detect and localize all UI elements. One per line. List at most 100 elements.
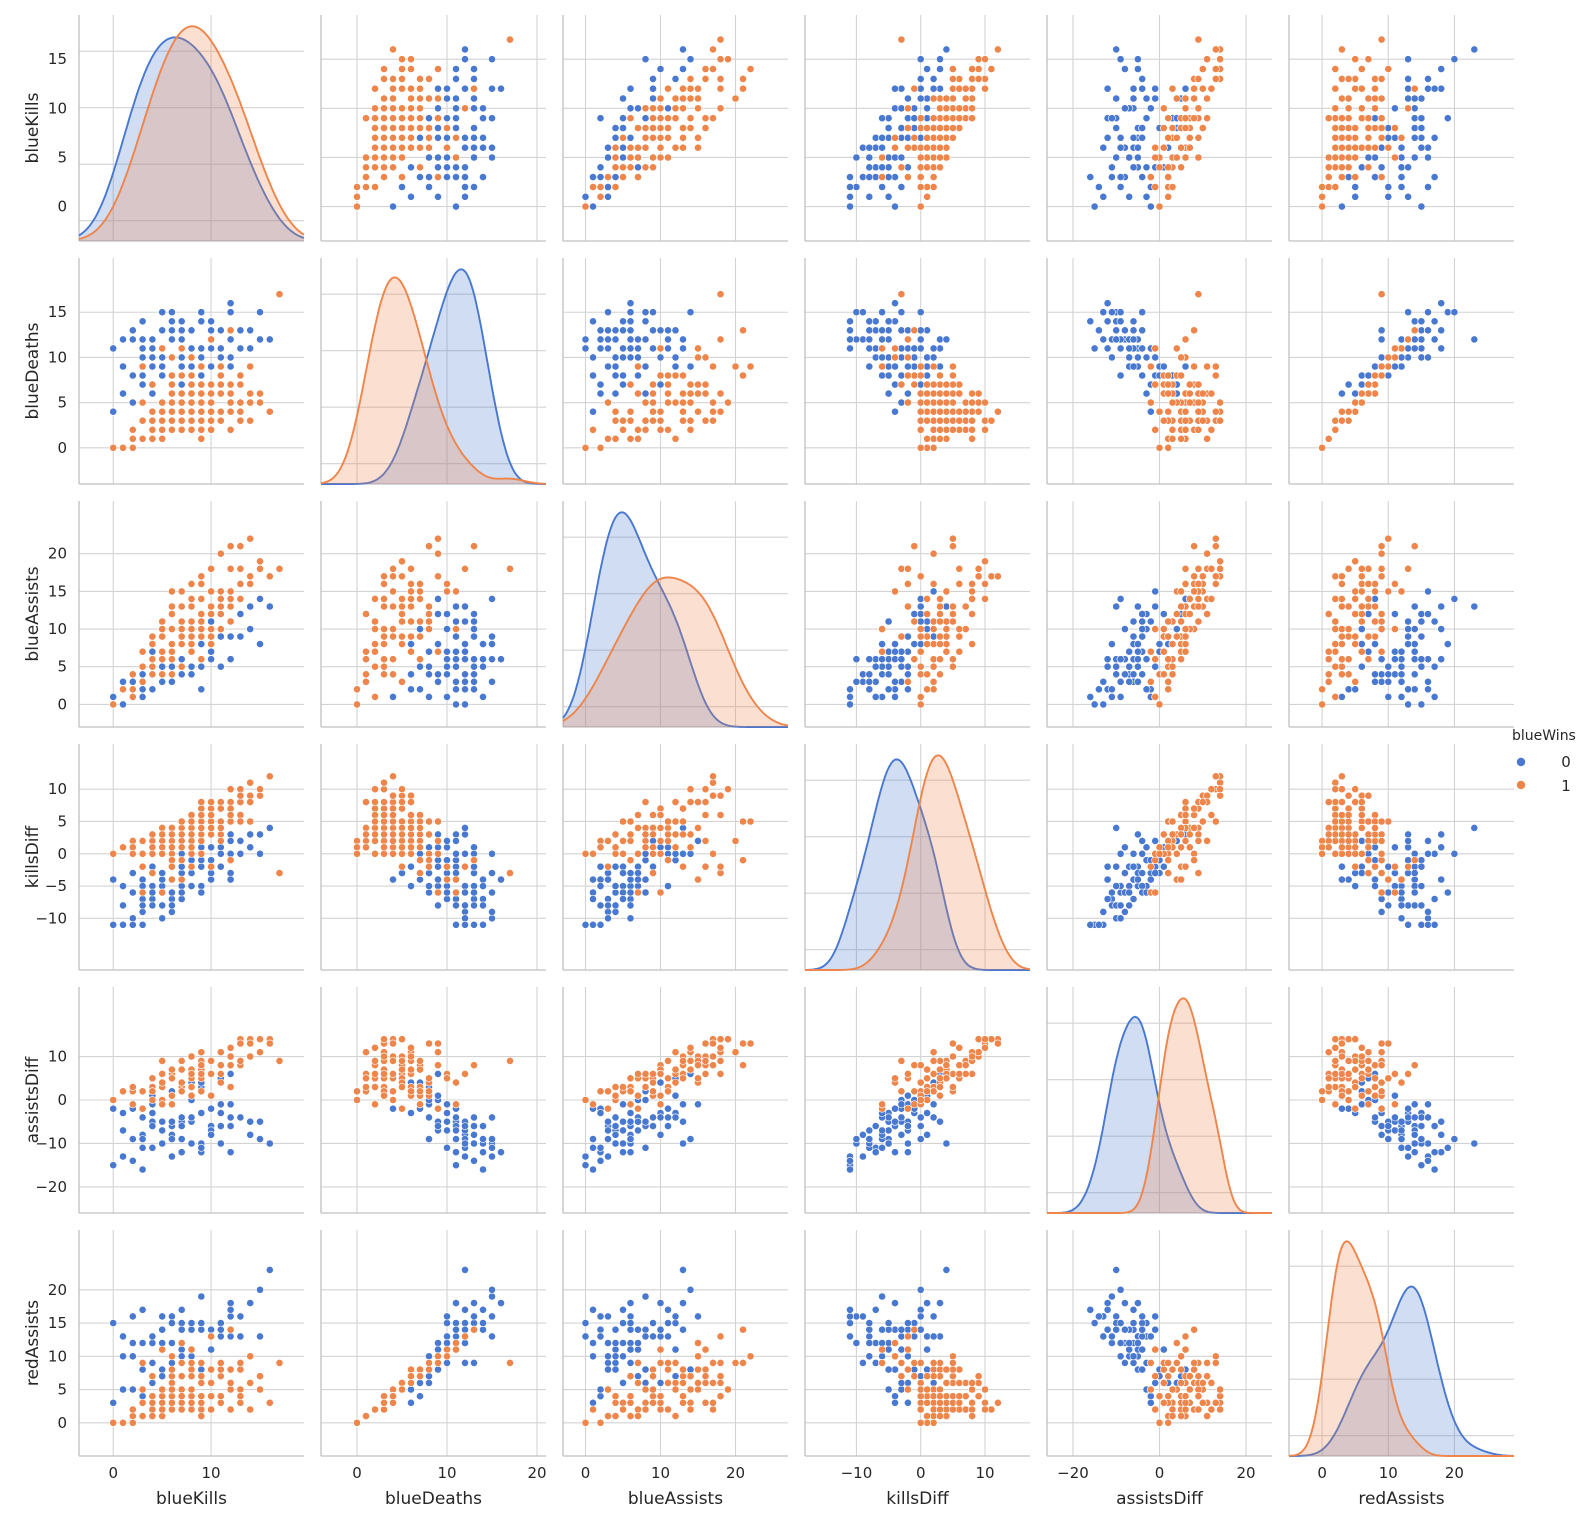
scatter-point-0 xyxy=(1125,677,1134,686)
scatter-point-0 xyxy=(443,837,451,845)
scatter-point-0 xyxy=(128,869,137,877)
scatter-point-1 xyxy=(904,1385,912,1394)
scatter-point-0 xyxy=(443,153,451,162)
scatter-point-1 xyxy=(626,1087,635,1096)
scatter-point-1 xyxy=(949,1052,957,1061)
scatter-point-0 xyxy=(461,1266,469,1274)
scatter-point-1 xyxy=(955,84,964,93)
scatter-point-1 xyxy=(968,75,976,83)
scatter-point-0 xyxy=(641,1143,650,1152)
scatter-point-1 xyxy=(1207,425,1216,434)
scatter-point-0 xyxy=(216,1332,225,1341)
scatter-point-0 xyxy=(1417,882,1426,890)
scatter-point-0 xyxy=(138,353,147,362)
scatter-point-0 xyxy=(1129,133,1138,142)
scatter-point-1 xyxy=(1377,647,1386,656)
scatter-point-0 xyxy=(1159,610,1168,618)
scatter-point-0 xyxy=(859,1130,867,1139)
scatter-point-0 xyxy=(878,326,886,335)
scatter-point-1 xyxy=(128,685,137,694)
scatter-point-0 xyxy=(177,670,186,679)
scatter-point-1 xyxy=(1203,55,1211,64)
scatter-point-1 xyxy=(671,398,680,407)
scatter-point-0 xyxy=(1138,869,1147,877)
scatter-point-0 xyxy=(897,326,906,335)
scatter-point-1 xyxy=(443,875,451,884)
scatter-point-0 xyxy=(443,662,451,671)
scatter-point-1 xyxy=(949,362,957,371)
scatter-point-1 xyxy=(1351,143,1360,152)
scatter-point-1 xyxy=(177,640,186,648)
scatter-point-0 xyxy=(461,640,469,648)
scatter-point-0 xyxy=(604,335,612,344)
scatter-point-1 xyxy=(936,163,944,172)
kde-fill-0 xyxy=(79,37,304,242)
scatter-point-1 xyxy=(452,888,460,897)
scatter-point-1 xyxy=(167,416,176,425)
scatter-point-0 xyxy=(416,875,424,884)
scatter-point-1 xyxy=(955,416,964,425)
scatter-point-1 xyxy=(1318,849,1326,858)
scatter-point-1 xyxy=(371,798,379,806)
scatter-point-1 xyxy=(207,1405,215,1414)
scatter-point-1 xyxy=(128,425,137,434)
scatter-point-0 xyxy=(865,1332,874,1341)
scatter-point-0 xyxy=(197,344,206,353)
scatter-point-1 xyxy=(664,389,672,398)
scatter-point-1 xyxy=(138,1104,147,1113)
scatter-point-0 xyxy=(226,830,235,839)
scatter-point-0 xyxy=(177,1135,186,1143)
scatter-point-0 xyxy=(1404,920,1412,929)
scatter-point-1 xyxy=(611,1412,620,1420)
scatter-point-0 xyxy=(1159,362,1168,371)
scatter-point-1 xyxy=(407,647,415,656)
scatter-point-1 xyxy=(1185,133,1194,142)
scatter-point-1 xyxy=(1172,94,1181,103)
scatter-point-1 xyxy=(619,416,627,425)
scatter-point-1 xyxy=(686,785,695,794)
panel-blueAssists-vs-blueAssists xyxy=(562,501,789,728)
scatter-point-0 xyxy=(596,1109,605,1117)
scatter-point-1 xyxy=(1164,443,1173,452)
scatter-point-1 xyxy=(407,104,415,113)
scatter-point-0 xyxy=(1443,1143,1452,1152)
scatter-point-1 xyxy=(434,1352,442,1361)
scatter-point-0 xyxy=(167,1339,176,1347)
scatter-point-1 xyxy=(407,580,415,588)
scatter-point-1 xyxy=(1351,785,1360,794)
scatter-point-1 xyxy=(671,143,680,152)
scatter-point-0 xyxy=(884,670,893,679)
scatter-point-0 xyxy=(461,914,469,923)
scatter-point-0 xyxy=(488,888,496,897)
scatter-point-0 xyxy=(1410,888,1419,897)
scatter-point-1 xyxy=(679,830,687,839)
scatter-point-0 xyxy=(246,625,255,633)
scatter-point-0 xyxy=(1410,602,1419,611)
kde-fill-0 xyxy=(805,759,1030,970)
scatter-point-1 xyxy=(389,817,397,826)
scatter-point-0 xyxy=(604,326,612,335)
scatter-point-0 xyxy=(119,882,127,890)
scatter-point-1 xyxy=(461,862,469,871)
scatter-point-0 xyxy=(128,1385,137,1394)
scatter-point-0 xyxy=(1134,602,1142,611)
scatter-point-1 xyxy=(1177,353,1185,362)
scatter-point-1 xyxy=(679,862,687,871)
scatter-point-1 xyxy=(1391,625,1399,633)
scatter-point-1 xyxy=(923,1372,931,1381)
scatter-point-0 xyxy=(158,901,167,910)
scatter-point-1 xyxy=(506,1359,514,1367)
scatter-point-1 xyxy=(167,380,176,389)
panel-blueKills-vs-blueDeaths xyxy=(320,15,546,242)
scatter-point-0 xyxy=(443,1100,451,1109)
scatter-point-1 xyxy=(716,1043,725,1052)
scatter-point-0 xyxy=(596,1312,605,1321)
scatter-point-1 xyxy=(389,1096,397,1104)
scatter-point-1 xyxy=(981,1035,989,1044)
scatter-point-0 xyxy=(846,1312,854,1321)
scatter-point-0 xyxy=(1424,153,1432,162)
scatter-point-1 xyxy=(1185,143,1194,152)
scatter-point-1 xyxy=(434,173,442,181)
scatter-point-0 xyxy=(138,670,147,679)
scatter-point-1 xyxy=(1351,124,1360,132)
